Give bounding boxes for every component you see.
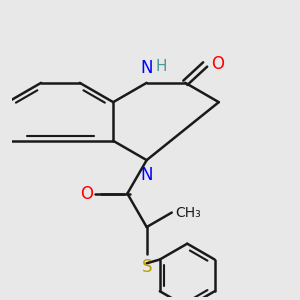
- Text: O: O: [211, 56, 224, 74]
- Text: CH₃: CH₃: [176, 206, 201, 220]
- Text: O: O: [80, 184, 93, 202]
- Text: S: S: [141, 258, 152, 276]
- Text: N: N: [140, 59, 153, 77]
- Text: H: H: [156, 58, 167, 74]
- Text: N: N: [140, 166, 153, 184]
